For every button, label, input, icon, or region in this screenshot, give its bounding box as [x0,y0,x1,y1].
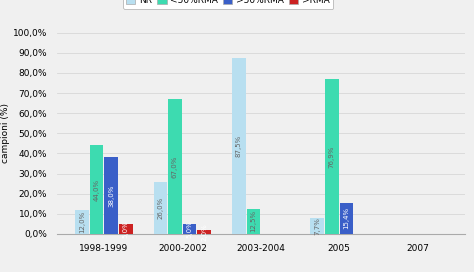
Bar [119,224,133,234]
Text: 7,7%: 7,7% [314,217,320,235]
Text: 76,9%: 76,9% [329,145,335,168]
Text: 87,5%: 87,5% [236,135,242,157]
Text: 38,0%: 38,0% [108,184,114,207]
Legend: NR, <50%RMA, >50%RMA, >RMA: NR, <50%RMA, >50%RMA, >RMA [123,0,333,9]
Text: 2,0%: 2,0% [201,223,207,241]
Bar [75,210,89,234]
Bar [183,224,196,234]
Bar [90,145,103,234]
Bar [325,79,338,234]
Text: 5,0%: 5,0% [187,220,192,238]
Bar [198,230,211,234]
Bar [310,218,324,234]
Text: 5,0%: 5,0% [123,220,129,238]
Text: 15,4%: 15,4% [343,207,349,230]
Text: 26,0%: 26,0% [157,197,164,219]
Text: 12,5%: 12,5% [250,210,256,232]
Text: 44,0%: 44,0% [93,179,100,201]
Bar [339,203,353,234]
Bar [154,182,167,234]
Text: 12,0%: 12,0% [79,211,85,233]
Bar [246,209,260,234]
Y-axis label: campioni (%): campioni (%) [1,103,10,163]
Bar [232,58,246,234]
Bar [168,99,182,234]
Bar [104,157,118,234]
Text: 67,0%: 67,0% [172,155,178,178]
